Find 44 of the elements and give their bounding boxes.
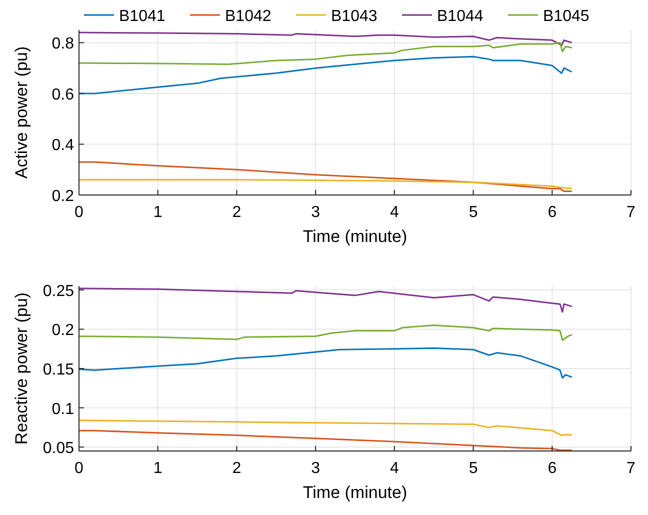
y-tick-label: 0.8 (52, 36, 74, 53)
y-tick-label: 0.1 (52, 400, 74, 418)
x-tick-label: 3 (311, 460, 320, 477)
x-tick-label: 5 (468, 204, 478, 221)
y-axis-title: Active power (pu) (12, 46, 31, 179)
x-tick-label: 6 (548, 204, 557, 221)
line-series (78, 430, 573, 451)
y-tick-label: 0.2 (52, 188, 74, 205)
y-axis-title: Reactive power (pu) (12, 292, 31, 445)
x-tick-label: 4 (390, 204, 399, 221)
x-tick-label: 5 (468, 460, 478, 477)
x-tick-label: 3 (311, 204, 320, 221)
y-tick-label: 0.15 (42, 362, 74, 378)
x-tick-label: 7 (626, 204, 636, 221)
line-series (78, 324, 573, 341)
legend-label: B1044 (437, 8, 484, 25)
y-tick-label: 0.05 (42, 440, 74, 458)
x-axis-title: Time (minute) (302, 227, 408, 246)
x-tick-label: 1 (153, 204, 162, 221)
line-series (78, 288, 573, 313)
line-series (78, 347, 573, 379)
line-series (78, 161, 573, 192)
y-tick-label: 0.4 (52, 137, 74, 154)
y-tick-label: 0.6 (52, 86, 74, 104)
x-axis-title: Time (minute) (302, 483, 408, 502)
x-tick-label: 2 (232, 204, 242, 221)
legend-label: B1042 (225, 8, 272, 25)
y-tick-label: 0.2 (52, 322, 74, 340)
x-tick-label: 1 (153, 460, 162, 477)
x-tick-label: 0 (74, 204, 84, 221)
line-series (78, 32, 573, 46)
legend-label: B1043 (331, 8, 378, 25)
legend-label: B1045 (543, 8, 590, 25)
line-series (78, 56, 573, 94)
x-tick-label: 7 (626, 460, 636, 477)
line-series (78, 179, 573, 190)
legend-label: B1041 (119, 8, 166, 25)
x-tick-label: 6 (548, 460, 557, 477)
x-tick-label: 2 (232, 460, 242, 477)
y-tick-label: 0.25 (42, 282, 74, 300)
line-series (78, 42, 573, 66)
x-tick-label: 0 (74, 460, 84, 477)
x-tick-label: 4 (390, 460, 399, 477)
line-series (78, 420, 573, 436)
